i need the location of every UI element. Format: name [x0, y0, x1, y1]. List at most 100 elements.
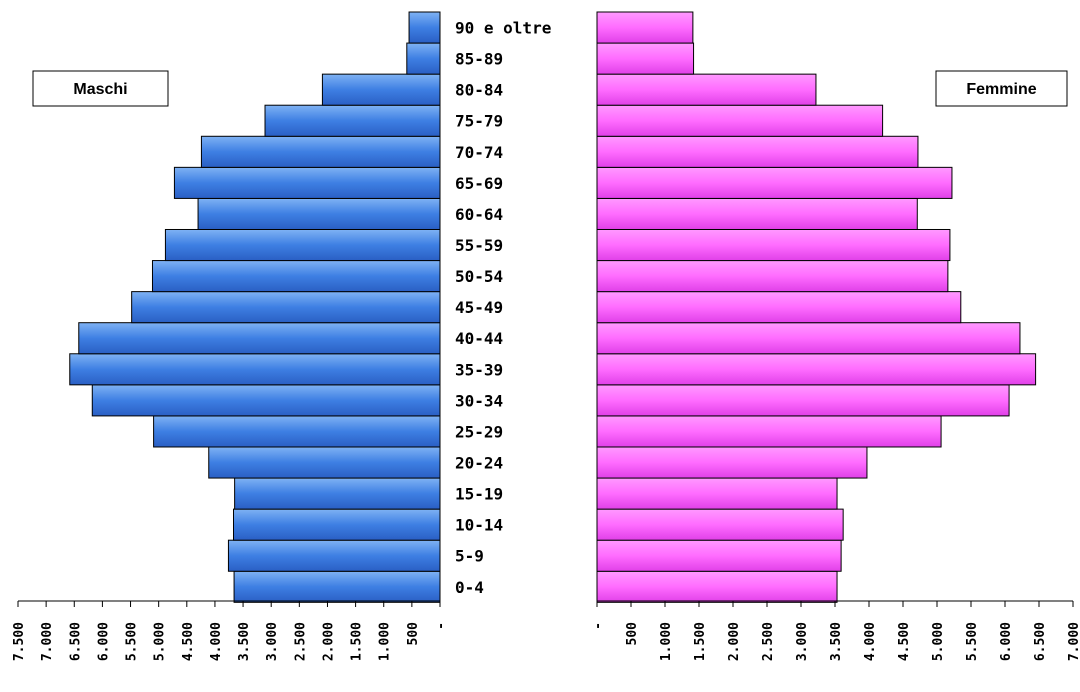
femmine-bar-15-19: [596, 477, 838, 510]
left-tick-label: 5.500: [125, 622, 140, 661]
left-tick-label: 4.500: [181, 622, 196, 661]
maschi-bar-25-29: [153, 415, 441, 448]
left-tick-label: 7.000: [40, 622, 55, 661]
maschi-bar-55-59: [164, 228, 441, 262]
age-label-25-29: 25-29: [455, 422, 503, 441]
age-label-40-44: 40-44: [455, 329, 503, 348]
age-label-5-9: 5-9: [455, 547, 484, 566]
femmine-bar-45-49: [596, 291, 962, 324]
left-tick-label: 7.500: [12, 622, 27, 661]
age-label-55-59: 55-59: [455, 236, 503, 255]
femmine-bar-65-69: [596, 166, 953, 199]
age-label-35-39: 35-39: [455, 360, 503, 379]
femmine-bar-90 e oltre: [596, 11, 694, 44]
right-tick-label: 3.000: [795, 622, 810, 661]
femmine-bar-40-44: [596, 322, 1021, 355]
right-tick-label: 2.000: [727, 622, 742, 661]
left-tick-label: 3.000: [265, 622, 280, 661]
legend-maschi-label: Maschi: [73, 81, 127, 98]
right-tick-label: 2.500: [761, 622, 776, 661]
right-tick-label: 3.500: [829, 622, 844, 661]
maschi-bar-20-24: [208, 446, 441, 479]
right-tick-label: 1.000: [659, 622, 674, 661]
age-label-30-34: 30-34: [455, 391, 503, 410]
femmine-bar-30-34: [596, 384, 1010, 417]
femmine-bar-5-9: [596, 539, 842, 572]
right-tick-label: 500: [625, 622, 640, 646]
right-tick-label: -: [591, 622, 606, 630]
femmine-bar-55-59: [596, 228, 951, 262]
maschi-bar-40-44: [78, 322, 441, 355]
femmine-bar-10-14: [596, 508, 844, 541]
left-axis-ticks: 7.500 7.000 6.500 6.000 5.500 5.000 4.500 4.000…: [12, 601, 449, 661]
maschi-bar-65-69: [173, 166, 441, 199]
age-label-85-89: 85-89: [455, 50, 503, 69]
left-axis: 7.500 7.000 6.500 6.000 5.500 5.000 4.500 4.000…: [12, 600, 449, 661]
femmine-bar-25-29: [596, 415, 942, 448]
age-label-80-84: 80-84: [455, 81, 503, 100]
femmine-bars: [596, 11, 1037, 603]
right-tick-label: 4.000: [863, 622, 878, 661]
right-tick-label: 5.500: [965, 622, 980, 661]
right-tick-label: 6.500: [1033, 622, 1048, 661]
legend-femmine-box: [935, 70, 1068, 107]
left-tick-label: 6.000: [96, 622, 111, 661]
maschi-bar-90 e oltre: [408, 11, 441, 44]
legend-femmine: Femmine: [935, 70, 1068, 107]
maschi-bar-0-4: [233, 570, 441, 603]
right-tick-label: 4.500: [897, 622, 912, 661]
left-tick-label: 5.000: [153, 622, 168, 661]
left-tick-label: 2.500: [293, 622, 308, 661]
age-label-65-69: 65-69: [455, 174, 503, 193]
maschi-bar-85-89: [406, 42, 441, 75]
age-label-60-64: 60-64: [455, 205, 503, 224]
femmine-bar-60-64: [596, 197, 918, 230]
right-axis: - 500 1.000 1.500 2.000 2.500 3.000 3.500 4.000 4…: [591, 600, 1080, 661]
left-tick-label: 2.000: [321, 622, 336, 661]
femmine-bar-80-84: [596, 73, 817, 106]
right-tick-label: 6.000: [999, 622, 1014, 661]
legend-maschi: Maschi: [32, 70, 169, 107]
left-tick-label: 1.000: [378, 622, 393, 661]
maschi-bar-45-49: [131, 291, 441, 324]
maschi-bar-60-64: [197, 197, 441, 230]
left-tick-label: 1.500: [350, 622, 365, 661]
age-label-75-79: 75-79: [455, 112, 503, 131]
maschi-bar-70-74: [200, 135, 441, 168]
femmine-bar-35-39: [596, 353, 1037, 386]
age-label-15-19: 15-19: [455, 485, 503, 504]
age-label-90 e oltre: 90 e oltre: [455, 19, 551, 38]
maschi-bar-35-39: [69, 353, 441, 386]
maschi-bar-10-14: [233, 508, 441, 541]
left-tick-label: 3.500: [237, 622, 252, 661]
maschi-bar-75-79: [264, 104, 441, 137]
femmine-bar-0-4: [596, 570, 838, 603]
age-label-10-14: 10-14: [455, 516, 503, 535]
age-label-45-49: 45-49: [455, 298, 503, 317]
maschi-bars: [69, 11, 441, 603]
maschi-bar-30-34: [91, 384, 441, 417]
age-label-50-54: 50-54: [455, 267, 503, 286]
legend-femmine-label: Femmine: [966, 81, 1036, 98]
legend-maschi-box: [32, 70, 169, 107]
femmine-bar-85-89: [596, 42, 695, 75]
maschi-bar-80-84: [321, 73, 441, 106]
maschi-bar-50-54: [151, 260, 441, 293]
left-tick-label: 6.500: [68, 622, 83, 661]
femmine-bar-50-54: [596, 260, 949, 293]
age-label-70-74: 70-74: [455, 143, 503, 162]
right-tick-label: 1.500: [693, 622, 708, 661]
age-label-20-24: 20-24: [455, 454, 503, 473]
age-label-0-4: 0-4: [455, 578, 484, 597]
age-group-labels: 0-4 5-9 10-14 15-19 20-24 25-29 30-34 35-39 40-4…: [455, 19, 551, 597]
left-tick-label: 4.000: [209, 622, 224, 661]
femmine-bar-70-74: [596, 135, 919, 168]
left-tick-label: 500: [406, 622, 421, 646]
maschi-bar-15-19: [234, 477, 441, 510]
right-tick-label: 7.000: [1067, 622, 1080, 661]
right-axis-ticks: - 500 1.000 1.500 2.000 2.500 3.000 3.500 4.000 4…: [591, 601, 1080, 661]
femmine-bar-75-79: [596, 104, 884, 137]
maschi-bar-5-9: [227, 539, 441, 572]
femmine-bar-20-24: [596, 446, 868, 479]
